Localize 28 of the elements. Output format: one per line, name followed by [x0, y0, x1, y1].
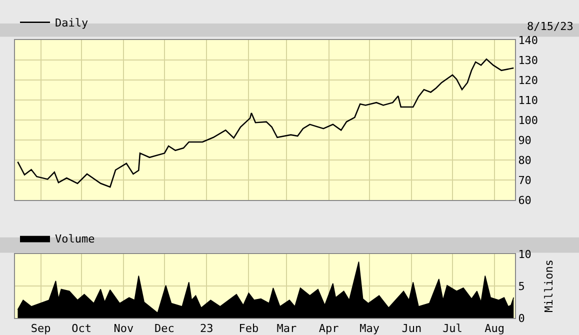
- x-tick-label: Aug: [484, 322, 505, 335]
- y-tick-label: 60: [518, 194, 532, 207]
- legend-label: Daily: [55, 16, 88, 30]
- x-tick-label: Jun: [402, 322, 422, 335]
- x-tick-label: 23: [200, 322, 214, 335]
- y-tick-label: 140: [518, 34, 538, 47]
- y-tick-label: 90: [518, 134, 532, 147]
- y-tick-label: 10: [518, 248, 532, 261]
- x-tick-label: Jul: [442, 322, 462, 335]
- x-tick-label: Apr: [318, 322, 340, 335]
- text: 8/15/23: [527, 20, 574, 33]
- y-tick-label: 80: [518, 154, 532, 167]
- y-tick-label: 5: [518, 280, 525, 293]
- x-tick-label: Oct: [72, 322, 92, 335]
- y-tick-label: 120: [518, 74, 538, 87]
- legend-label: Volume: [55, 232, 95, 246]
- x-tick-label: Sep: [30, 322, 51, 335]
- y-tick-label: 0: [518, 312, 525, 325]
- y-tick-label: 110: [518, 94, 538, 107]
- x-tick-label: May: [360, 322, 380, 335]
- y-tick-label: 100: [518, 114, 538, 127]
- x-tick-label: Feb: [238, 322, 259, 335]
- y-tick-label: 130: [518, 54, 538, 67]
- y-tick-label: 70: [518, 174, 532, 187]
- y-axis-title: Millions: [542, 260, 556, 312]
- x-tick-label: Mar: [276, 322, 298, 335]
- x-tick-label: Nov: [114, 322, 134, 335]
- x-tick-label: Dec: [154, 322, 174, 335]
